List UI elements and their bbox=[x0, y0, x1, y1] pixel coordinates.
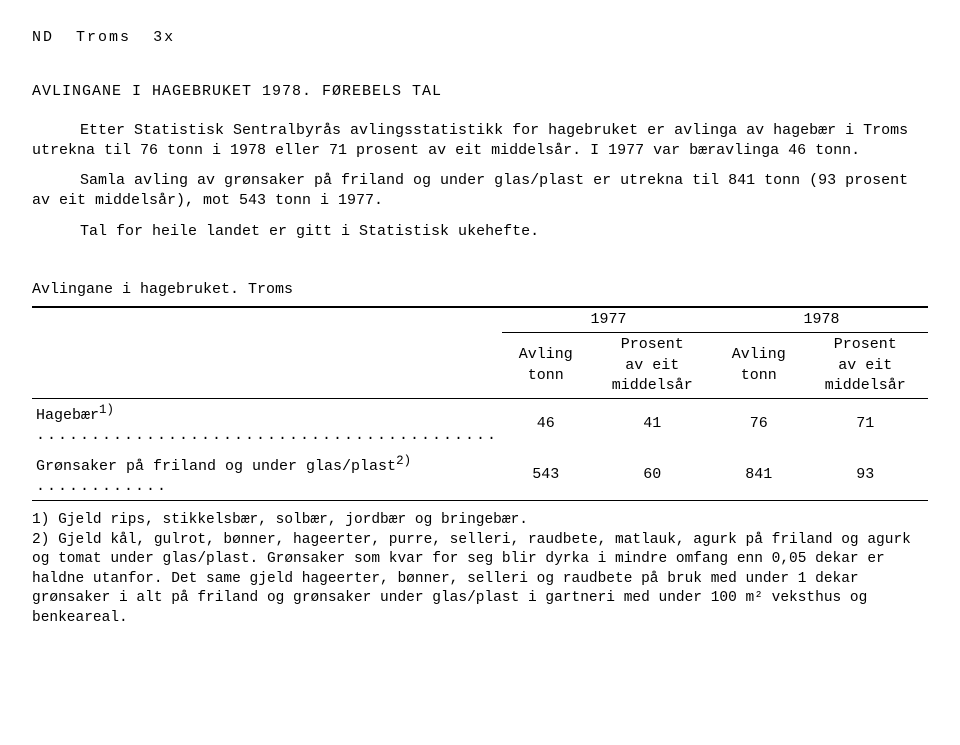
col-avling-2: Avling tonn bbox=[715, 333, 802, 399]
cell-1977-pct: 41 bbox=[590, 399, 716, 450]
header-region: Troms bbox=[76, 29, 131, 46]
row-dots: ........................................… bbox=[36, 427, 498, 444]
row-sup: 1) bbox=[99, 403, 114, 417]
header-row-years: 1977 1978 bbox=[32, 308, 928, 333]
row-label: Hagebær bbox=[36, 407, 99, 424]
cell-1978-pct: 71 bbox=[802, 399, 928, 450]
row-dots: ............ bbox=[36, 478, 168, 495]
table-caption: Avlingane i hagebruket. Troms bbox=[32, 280, 928, 300]
footnote-2: 2) Gjeld kål, gulrot, bønner, hageerter,… bbox=[32, 531, 928, 629]
cell-1978-tonn: 841 bbox=[715, 450, 802, 501]
paragraph-1: Etter Statistisk Sentralbyrås avlingssta… bbox=[32, 121, 928, 162]
footnotes: 1) Gjeld rips, stikkelsbær, solbær, jord… bbox=[32, 511, 928, 628]
col-prosent-1: Prosent av eit middelsår bbox=[590, 333, 716, 399]
cell-1978-pct: 93 bbox=[802, 450, 928, 501]
table-row: Hagebær1) ..............................… bbox=[32, 399, 928, 450]
row-label: Grønsaker på friland og under glas/plast bbox=[36, 458, 396, 475]
cell-1977-tonn: 543 bbox=[502, 450, 589, 501]
doc-title: AVLINGANE I HAGEBRUKET 1978. FØREBELS TA… bbox=[32, 82, 928, 102]
col-prosent-2: Prosent av eit middelsår bbox=[802, 333, 928, 399]
doc-header: ND Troms 3x bbox=[32, 28, 928, 48]
header-code: ND bbox=[32, 29, 54, 46]
cell-1977-pct: 60 bbox=[590, 450, 716, 501]
col-avling-1: Avling tonn bbox=[502, 333, 589, 399]
cell-1978-tonn: 76 bbox=[715, 399, 802, 450]
header-row-sub: Avling tonn Prosent av eit middelsår Avl… bbox=[32, 333, 928, 399]
paragraph-2: Samla avling av grønsaker på friland og … bbox=[32, 171, 928, 212]
data-table: 1977 1978 Avling tonn Prosent av eit mid… bbox=[32, 306, 928, 501]
table-row: Grønsaker på friland og under glas/plast… bbox=[32, 450, 928, 501]
footnote-1: 1) Gjeld rips, stikkelsbær, solbær, jord… bbox=[32, 511, 928, 531]
header-mult: 3x bbox=[153, 29, 175, 46]
row-sup: 2) bbox=[396, 454, 411, 468]
col-year-1978: 1978 bbox=[715, 308, 928, 333]
col-year-1977: 1977 bbox=[502, 308, 715, 333]
paragraph-3: Tal for heile landet er gitt i Statistis… bbox=[32, 222, 928, 242]
cell-1977-tonn: 46 bbox=[502, 399, 589, 450]
